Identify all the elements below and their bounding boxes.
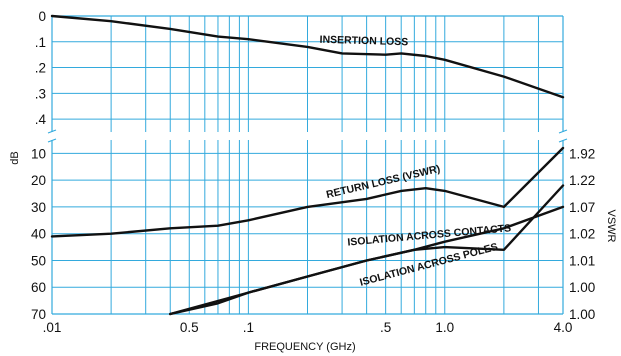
y-tick-label: 40	[31, 227, 46, 242]
y2-tick-label: 1.00	[569, 307, 595, 322]
series-lines	[50, 14, 565, 316]
axis-break-mark	[47, 138, 57, 143]
series-line-isolation-across-poles	[169, 205, 565, 316]
y-tick-label: .4	[35, 112, 47, 127]
y2-tick-label: 1.07	[569, 200, 595, 215]
x-tick-label: 1.0	[435, 320, 454, 335]
x-tick-label: .01	[43, 320, 62, 335]
x-tick-label: .5	[380, 320, 391, 335]
tick-labels: 0 .1 .2 .3 .4 10 20 30 40 50 60 70 1.92 1.22 1.07 1.02 1…	[31, 9, 595, 335]
x-axis-title: FREQUENCY (GHz)	[254, 341, 355, 353]
y-tick-label: 10	[31, 146, 46, 161]
plot-frame	[47, 15, 568, 315]
y-tick-label: 60	[31, 280, 46, 295]
y-tick-label: .1	[35, 35, 46, 50]
y2-tick-label: 1.01	[569, 253, 595, 268]
y2-tick-label: 1.02	[569, 227, 595, 242]
x-tick-label: 0.5	[180, 320, 199, 335]
y-axis-title: dB	[9, 151, 21, 164]
y-tick-label: .2	[35, 61, 46, 76]
x-tick-label: 4.0	[554, 320, 573, 335]
x-tick-label: .1	[243, 320, 254, 335]
y2-axis-title: VSWR	[605, 210, 617, 243]
y2-tick-label: 1.22	[569, 173, 595, 188]
y-tick-label: .3	[35, 86, 46, 101]
y2-tick-label: 1.92	[569, 146, 595, 161]
y-tick-label: 70	[31, 307, 46, 322]
y2-tick-label: 1.00	[569, 280, 595, 295]
axis-break-mark	[47, 129, 57, 134]
series-line-insertion-loss	[50, 14, 565, 99]
y-tick-label: 30	[31, 200, 46, 215]
series-line-return-loss-vswr	[50, 146, 565, 238]
axis-break-mark	[558, 138, 568, 143]
series-label-insertion-loss: INSERTION LOSS	[319, 34, 408, 49]
axis-break-mark	[558, 129, 568, 134]
y-tick-label: 50	[31, 253, 46, 268]
y-tick-label: 0	[38, 9, 46, 24]
y-tick-label: 20	[31, 173, 46, 188]
